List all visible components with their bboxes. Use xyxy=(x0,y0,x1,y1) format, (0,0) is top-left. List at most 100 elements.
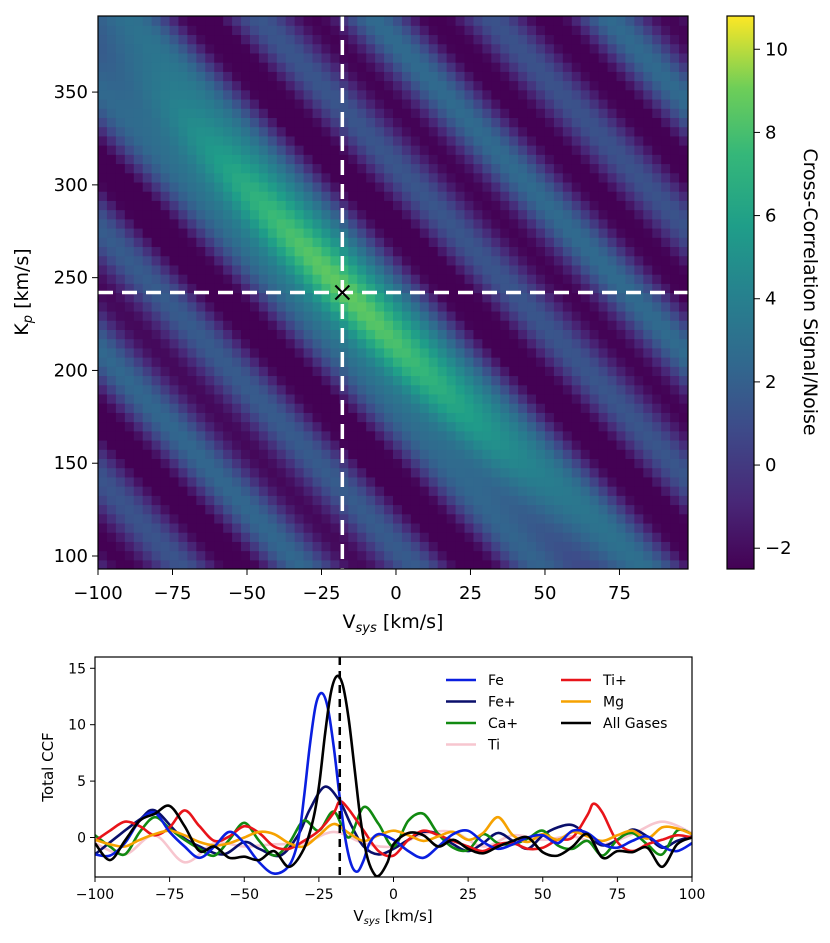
heatmap-cell xyxy=(437,191,448,201)
heatmap-cell xyxy=(169,467,180,478)
heatmap-cell xyxy=(232,439,242,450)
heatmap-cell xyxy=(473,218,483,229)
x-tick-label: −25 xyxy=(304,887,334,903)
heatmap-cell xyxy=(330,34,340,45)
heatmap-cell xyxy=(625,375,635,386)
heatmap-cell xyxy=(196,25,206,36)
heatmap-cell xyxy=(437,310,448,321)
heatmap-cell xyxy=(178,320,188,330)
heatmap-cell xyxy=(509,264,519,275)
heatmap-cell xyxy=(491,62,501,72)
heatmap-cell xyxy=(98,357,108,367)
heatmap-cell xyxy=(330,154,340,165)
heatmap-cell xyxy=(446,403,457,413)
heatmap-cell xyxy=(544,283,555,294)
heatmap-cell xyxy=(679,209,688,220)
heatmap-cell xyxy=(214,301,224,312)
heatmap-cell xyxy=(643,52,653,63)
heatmap-cell xyxy=(509,375,519,386)
heatmap-cell xyxy=(509,200,519,211)
heatmap-cell xyxy=(544,338,555,349)
heatmap-cell xyxy=(214,25,224,36)
heatmap-cell xyxy=(160,486,171,496)
heatmap-cell xyxy=(562,34,573,45)
heatmap-cell xyxy=(249,495,260,506)
heatmap-cell xyxy=(294,486,305,496)
heatmap-cell xyxy=(509,403,519,413)
heatmap-cell xyxy=(553,200,564,211)
heatmap-cell xyxy=(366,439,376,450)
heatmap-cell xyxy=(160,384,171,395)
heatmap-cell xyxy=(205,227,215,238)
heatmap-cell xyxy=(679,25,688,36)
heatmap-cell xyxy=(321,181,332,192)
heatmap-cell xyxy=(500,255,510,266)
heatmap-cell xyxy=(625,439,635,450)
heatmap-cell xyxy=(446,384,457,395)
heatmap-cell xyxy=(482,218,492,229)
heatmap-cell xyxy=(384,357,394,367)
heatmap-cell xyxy=(276,52,287,63)
heatmap-cell xyxy=(321,34,332,45)
heatmap-cell xyxy=(527,384,537,395)
heatmap-cell xyxy=(115,52,126,63)
heatmap-cell xyxy=(643,449,653,459)
heatmap-cell xyxy=(562,16,573,26)
heatmap-cell xyxy=(249,338,260,349)
heatmap-cell xyxy=(509,126,519,137)
heatmap-cell xyxy=(258,338,269,349)
heatmap-cell xyxy=(607,16,618,26)
heatmap-cell xyxy=(339,237,349,248)
heatmap-cell xyxy=(142,375,153,386)
heatmap-cell xyxy=(652,135,662,146)
heatmap-cell xyxy=(670,209,680,220)
heatmap-cell xyxy=(258,34,269,45)
heatmap-cell xyxy=(303,458,314,469)
heatmap-cell xyxy=(428,264,439,275)
heatmap-cell xyxy=(115,495,126,506)
heatmap-cell xyxy=(258,357,269,367)
heatmap-cell xyxy=(670,163,680,174)
heatmap-cell xyxy=(589,191,600,201)
heatmap-cell xyxy=(375,439,385,450)
heatmap-cell xyxy=(241,532,251,542)
heatmap-cell xyxy=(401,191,412,201)
heatmap-cell xyxy=(482,255,492,266)
heatmap-cell xyxy=(357,292,367,303)
heatmap-cell xyxy=(410,71,421,82)
heatmap-cell xyxy=(366,154,376,165)
heatmap-cell xyxy=(616,237,627,248)
heatmap-cell xyxy=(661,403,671,413)
heatmap-cell xyxy=(276,62,287,72)
heatmap-cell xyxy=(536,449,546,459)
heatmap-cell xyxy=(536,412,546,423)
heatmap-cell xyxy=(643,117,653,128)
heatmap-cell xyxy=(670,154,680,165)
heatmap-cell xyxy=(151,338,162,349)
heatmap-cell xyxy=(115,154,126,165)
heatmap-cell xyxy=(241,209,251,220)
heatmap-cell xyxy=(160,338,171,349)
heatmap-cell xyxy=(249,430,260,441)
heatmap-cell xyxy=(205,439,215,450)
heatmap-cell xyxy=(142,264,153,275)
heatmap-cell xyxy=(169,181,180,192)
heatmap-cell xyxy=(580,486,591,496)
heatmap-cell xyxy=(536,320,546,330)
heatmap-cell xyxy=(241,218,251,229)
heatmap-cell xyxy=(464,347,475,358)
heatmap-cell xyxy=(410,357,421,367)
heatmap-cell xyxy=(303,513,314,524)
heatmap-cell xyxy=(661,117,671,128)
heatmap-cell xyxy=(241,541,251,552)
heatmap-cell xyxy=(303,237,314,248)
heatmap-cell xyxy=(393,430,403,441)
heatmap-cell xyxy=(196,504,206,515)
heatmap-cell xyxy=(393,301,403,312)
heatmap-cell xyxy=(124,357,135,367)
heatmap-cell xyxy=(562,421,573,432)
heatmap-cell xyxy=(115,264,126,275)
heatmap-cell xyxy=(509,80,519,91)
colorbar-frame xyxy=(726,15,755,570)
colorbar-tick-label: 2 xyxy=(765,372,776,393)
